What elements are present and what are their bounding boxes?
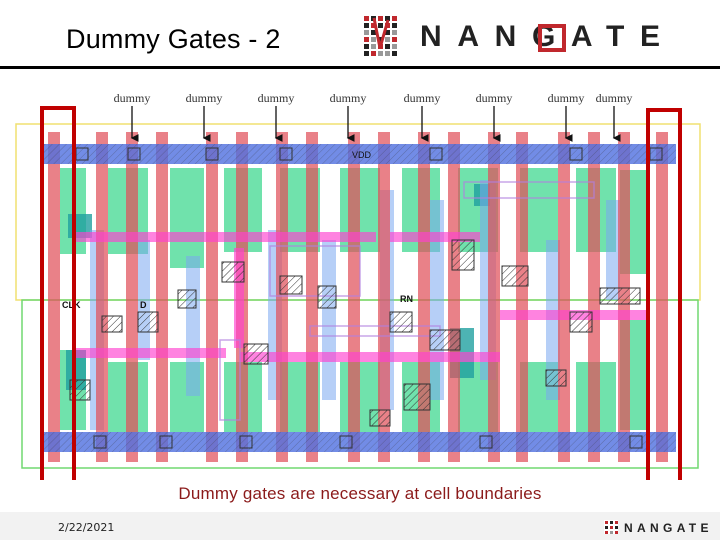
- dummy-label: dummy: [258, 91, 295, 105]
- pin-label-rn: RN: [400, 294, 413, 304]
- right-boundary-highlight: [646, 108, 682, 480]
- left-boundary-highlight: [40, 106, 76, 480]
- dummy-label: dummy: [404, 91, 441, 105]
- nangate-grid-logo-icon: [362, 14, 402, 58]
- dummy-label: dummy: [548, 91, 585, 105]
- rail-contacts: [75, 147, 663, 449]
- slide-title: Dummy Gates - 2: [66, 24, 281, 54]
- dummy-label: dummy: [476, 91, 513, 105]
- title-divider: [0, 66, 720, 69]
- pin-label-vdd: VDD: [352, 150, 372, 160]
- nangate-logo: NANGATE: [362, 14, 660, 58]
- cell-layout-figure: VDD CLK D RN dummy dummy dummy dummy dum…: [15, 91, 701, 480]
- footer-date: 2/22/2021: [58, 521, 115, 534]
- footer-logo-text: NANGATE: [624, 521, 710, 535]
- contacts-layer: [69, 239, 641, 427]
- pin-label-clk: CLK: [62, 300, 81, 310]
- pin-label-d: D: [140, 300, 147, 310]
- dummy-label: dummy: [114, 91, 151, 105]
- dummy-label: dummy: [596, 91, 633, 105]
- dummy-label: dummy: [330, 91, 367, 105]
- dummy-label: dummy: [186, 91, 223, 105]
- footer-logo: NANGATE: [604, 520, 710, 535]
- slide-caption: Dummy gates are necessary at cell bounda…: [178, 484, 542, 503]
- dummy-arrows: [130, 106, 621, 142]
- power-rails: [44, 144, 676, 452]
- slide-footer: 2/22/2021 NANGATE: [0, 512, 720, 540]
- dummy-labels: dummy dummy dummy dummy dummy dummy dumm…: [114, 91, 633, 105]
- nangate-grid-logo-icon: [604, 520, 618, 534]
